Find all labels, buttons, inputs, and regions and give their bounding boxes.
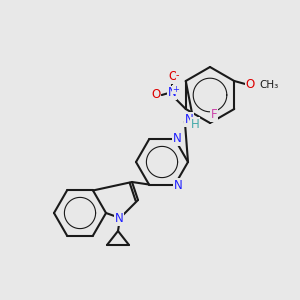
Text: N: N xyxy=(115,212,123,226)
Text: N: N xyxy=(115,212,123,226)
Text: -: - xyxy=(176,70,179,80)
Text: O: O xyxy=(168,70,177,83)
Text: F: F xyxy=(211,109,217,122)
Text: F: F xyxy=(211,109,217,122)
Text: CH₃: CH₃ xyxy=(259,80,278,90)
Text: N: N xyxy=(167,86,176,100)
Text: O: O xyxy=(246,79,255,92)
Text: H: H xyxy=(190,118,199,131)
Text: O: O xyxy=(151,88,160,101)
Text: N: N xyxy=(174,179,182,192)
Text: +: + xyxy=(172,85,179,94)
Text: CH₃: CH₃ xyxy=(259,80,278,90)
Text: N: N xyxy=(172,132,182,145)
Text: N: N xyxy=(172,132,182,145)
Text: -: - xyxy=(176,70,179,80)
Text: H: H xyxy=(190,118,199,131)
Text: N: N xyxy=(167,86,176,100)
Text: N: N xyxy=(174,179,182,192)
Text: O: O xyxy=(168,70,177,83)
Text: O: O xyxy=(151,88,160,101)
Text: O: O xyxy=(246,79,255,92)
Text: N: N xyxy=(184,113,193,126)
Text: +: + xyxy=(172,85,179,94)
Text: N: N xyxy=(184,113,193,126)
